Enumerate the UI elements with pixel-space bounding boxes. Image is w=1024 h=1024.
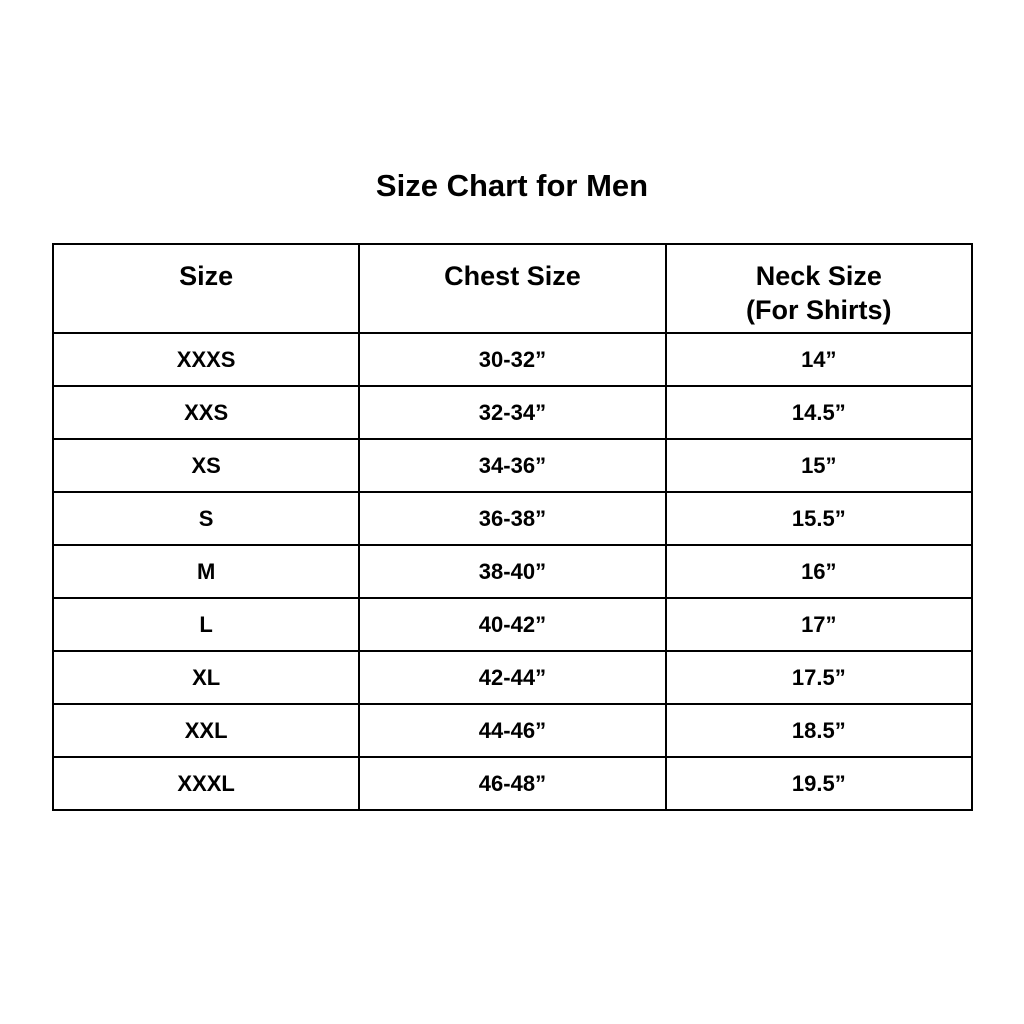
neck-size-cell: 15.5” xyxy=(664,491,974,546)
header-chest-size: Chest Size xyxy=(358,243,667,334)
size-chart-table: Size Chest Size Neck Size (For Shirts) X… xyxy=(51,243,974,811)
neck-size-cell: 14.5” xyxy=(664,385,974,440)
table-row: L 40-42” 17” xyxy=(51,597,974,652)
neck-size-cell: 18.5” xyxy=(664,703,974,758)
size-cell: XS xyxy=(51,438,361,493)
header-size: Size xyxy=(51,243,361,334)
table-row: XS 34-36” 15” xyxy=(51,438,974,493)
chest-size-cell: 34-36” xyxy=(358,438,667,493)
neck-size-cell: 17.5” xyxy=(664,650,974,705)
size-cell: M xyxy=(51,544,361,599)
table-row: XXL 44-46” 18.5” xyxy=(51,703,974,758)
neck-size-cell: 14” xyxy=(664,332,974,387)
neck-size-cell: 17” xyxy=(664,597,974,652)
table-row: XXXS 30-32” 14” xyxy=(51,332,974,387)
table-row: S 36-38” 15.5” xyxy=(51,491,974,546)
page-title: Size Chart for Men xyxy=(375,168,649,203)
chest-size-cell: 36-38” xyxy=(358,491,667,546)
chest-size-cell: 44-46” xyxy=(358,703,667,758)
size-cell: S xyxy=(51,491,361,546)
table-row: M 38-40” 16” xyxy=(51,544,974,599)
chest-size-cell: 38-40” xyxy=(358,544,667,599)
header-neck-size: Neck Size (For Shirts) xyxy=(664,243,974,334)
size-cell: XXXL xyxy=(51,756,361,811)
neck-size-cell: 15” xyxy=(664,438,974,493)
table-row: XL 42-44” 17.5” xyxy=(51,650,974,705)
size-cell: XXS xyxy=(51,385,361,440)
size-cell: L xyxy=(51,597,361,652)
neck-size-cell: 16” xyxy=(664,544,974,599)
neck-size-cell: 19.5” xyxy=(664,756,974,811)
header-neck-size-label: Neck Size xyxy=(755,261,882,291)
size-cell: XL xyxy=(51,650,361,705)
size-cell: XXL xyxy=(51,703,361,758)
chest-size-cell: 46-48” xyxy=(358,756,667,811)
table-row: XXS 32-34” 14.5” xyxy=(51,385,974,440)
chest-size-cell: 42-44” xyxy=(358,650,667,705)
chest-size-cell: 32-34” xyxy=(358,385,667,440)
chest-size-cell: 30-32” xyxy=(358,332,667,387)
chest-size-cell: 40-42” xyxy=(358,597,667,652)
size-cell: XXXS xyxy=(51,332,361,387)
table-header-row: Size Chest Size Neck Size (For Shirts) xyxy=(51,243,974,334)
table-row: XXXL 46-48” 19.5” xyxy=(51,756,974,811)
header-neck-size-note: (For Shirts) xyxy=(746,295,892,325)
